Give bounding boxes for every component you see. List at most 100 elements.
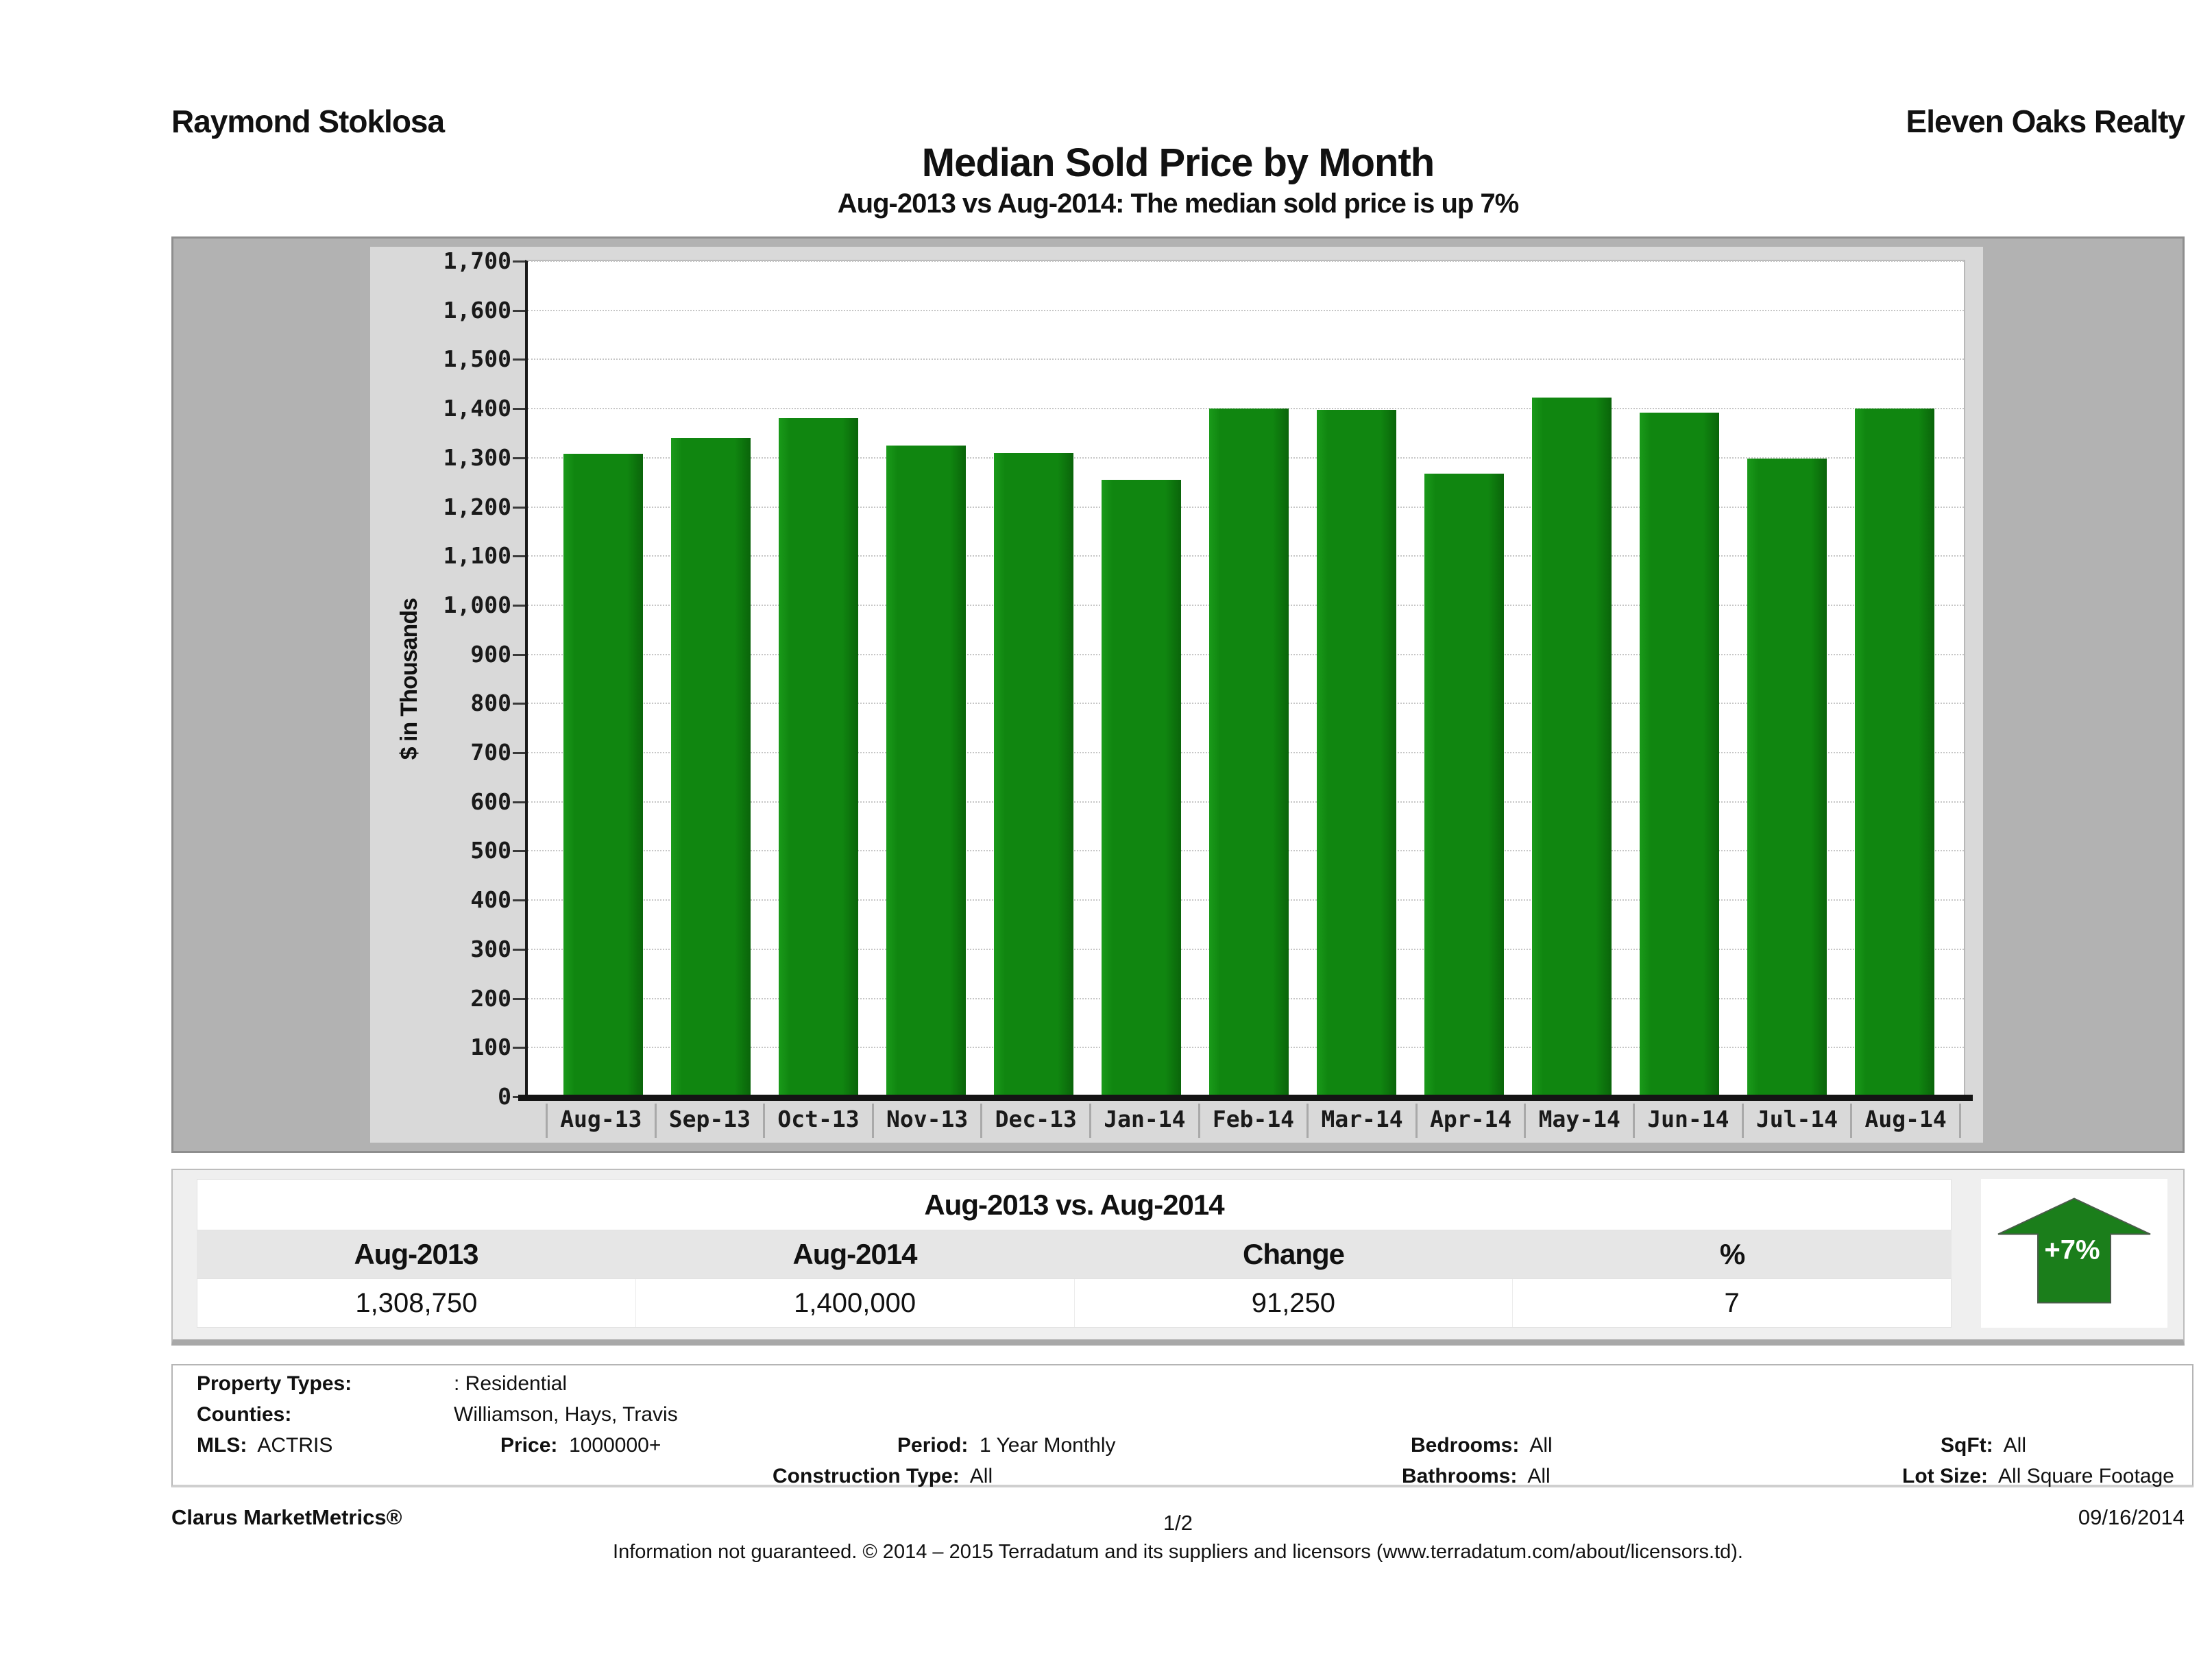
- x-axis-label: May-14: [1524, 1104, 1633, 1138]
- summary-header-row: Aug-2013 Aug-2014 Change %: [197, 1230, 1952, 1278]
- bar-apr-14: [1424, 474, 1504, 1097]
- x-axis-label: Sep-13: [654, 1104, 764, 1138]
- x-axis-label: Jun-14: [1633, 1104, 1742, 1138]
- y-tick-mark: [513, 948, 525, 951]
- filter-price: Price: 1000000+: [500, 1434, 661, 1457]
- x-axis-label: Mar-14: [1306, 1104, 1415, 1138]
- summary-value: 1,308,750: [197, 1279, 636, 1327]
- y-tick-mark: [513, 997, 525, 1000]
- bar-nov-13: [886, 446, 966, 1097]
- footer-brand: Clarus MarketMetrics®: [171, 1505, 402, 1529]
- bars-row: [528, 261, 1964, 1097]
- filter-bathrooms: Bathrooms: All: [1402, 1465, 1551, 1487]
- bar-oct-13: [779, 418, 858, 1097]
- y-tick-label: 400: [470, 886, 511, 914]
- y-tick-label: 1,500: [443, 345, 511, 373]
- page-subtitle: Aug-2013 vs Aug-2014: The median sold pr…: [837, 188, 1520, 219]
- filter-property-types-value: : Residential: [454, 1372, 568, 1395]
- filter-bedrooms: Bedrooms: All: [1411, 1434, 1553, 1457]
- y-tick-label: 1,100: [443, 542, 511, 570]
- gridline: [528, 260, 1964, 262]
- y-tick-mark: [513, 653, 525, 656]
- y-tick-mark: [513, 899, 525, 902]
- x-axis-label: Aug-13: [546, 1104, 655, 1138]
- filters-box: Property Types: : Residential Counties: …: [171, 1364, 2193, 1487]
- y-tick-label: 0: [498, 1083, 511, 1110]
- x-axis-baseline: [518, 1095, 1973, 1101]
- summary-col-header: Aug-2014: [792, 1238, 917, 1270]
- y-tick-label: 900: [470, 640, 511, 668]
- footer-page-number: 1/2: [1163, 1511, 1193, 1535]
- y-tick-mark: [513, 850, 525, 853]
- summary-value-row: 1,308,750 1,400,000 91,250 7: [197, 1278, 1952, 1328]
- trend-badge: +7%: [1981, 1179, 2167, 1328]
- x-axis-label: Oct-13: [763, 1104, 872, 1138]
- bar-aug-13: [563, 454, 643, 1097]
- y-tick-label: 1,400: [443, 395, 511, 422]
- y-tick-label: 800: [470, 690, 511, 717]
- company-name: Eleven Oaks Realty: [1906, 104, 2185, 139]
- y-axis-labels: 0 100 200 300 400 500 600 700 800 900 1,000 1,100 1,…: [356, 247, 515, 1110]
- y-tick-mark: [513, 408, 525, 411]
- y-axis-title: $ in Thousands: [396, 598, 422, 760]
- filter-construction: Construction Type: All: [773, 1465, 993, 1487]
- y-tick-label: 600: [470, 788, 511, 815]
- bar-dec-13: [994, 453, 1073, 1097]
- y-tick-label: 100: [470, 1034, 511, 1061]
- bar-may-14: [1532, 398, 1612, 1097]
- x-axis-label: Dec-13: [980, 1104, 1089, 1138]
- y-tick-mark: [513, 752, 525, 755]
- y-tick-label: 1,700: [443, 247, 511, 274]
- filter-mls: MLS: ACTRIS: [197, 1434, 333, 1457]
- y-tick-mark: [513, 260, 525, 263]
- filter-counties: Counties:: [197, 1403, 292, 1426]
- summary-col-header: Aug-2013: [354, 1238, 478, 1270]
- summary-col-header: Change: [1242, 1238, 1345, 1270]
- summary-value: 91,250: [1075, 1279, 1514, 1327]
- y-tick-mark: [513, 1047, 525, 1049]
- x-axis-label: Jul-14: [1741, 1104, 1851, 1138]
- x-axis-labels: Aug-13 Sep-13 Oct-13 Nov-13 Dec-13 Jan-14 Feb-…: [546, 1104, 1961, 1138]
- summary-col-header: %: [1719, 1238, 1745, 1270]
- bar-jul-14: [1747, 459, 1827, 1097]
- y-tick-label: 1,300: [443, 443, 511, 471]
- filter-lot-size: Lot Size: All Square Footage: [1902, 1465, 2174, 1487]
- y-tick-label: 500: [470, 837, 511, 864]
- summary-value: 1,400,000: [636, 1279, 1075, 1327]
- agent-name: Raymond Stoklosa: [171, 104, 445, 139]
- x-axis-label: Aug-14: [1850, 1104, 1961, 1138]
- y-tick-mark: [513, 801, 525, 803]
- filter-sqft: SqFt: All: [1941, 1434, 2026, 1457]
- summary-section: Aug-2013 vs. Aug-2014 Aug-2013 Aug-2014 …: [171, 1169, 2185, 1346]
- y-tick-mark: [513, 555, 525, 558]
- page-title: Median Sold Price by Month: [921, 141, 1435, 185]
- gridline: [528, 309, 1964, 311]
- filter-counties-value: Williamson, Hays, Travis: [454, 1403, 678, 1426]
- y-tick-label: 1,000: [443, 591, 511, 618]
- y-tick-mark: [513, 358, 525, 361]
- y-tick-label: 1,200: [443, 493, 511, 520]
- y-tick-label: 1,600: [443, 296, 511, 324]
- summary-value: 7: [1724, 1287, 1740, 1318]
- bar-feb-14: [1209, 409, 1289, 1097]
- summary-title: Aug-2013 vs. Aug-2014: [197, 1179, 1952, 1230]
- filter-period: Period: 1 Year Monthly: [897, 1434, 1116, 1457]
- footer-disclaimer: Information not guaranteed. © 2014 – 201…: [613, 1541, 1743, 1563]
- y-tick-mark: [513, 457, 525, 459]
- x-axis-label: Nov-13: [871, 1104, 981, 1138]
- y-tick-mark: [513, 604, 525, 607]
- bar-aug-14: [1855, 409, 1934, 1097]
- x-axis-label: Feb-14: [1198, 1104, 1307, 1138]
- up-arrow-icon: +7%: [1997, 1197, 2151, 1304]
- x-axis-label: Apr-14: [1415, 1104, 1524, 1138]
- y-tick-mark: [513, 309, 525, 312]
- y-tick-label: 300: [470, 935, 511, 962]
- y-tick-mark: [513, 703, 525, 705]
- gridline: [528, 358, 1964, 361]
- bar-jan-14: [1102, 480, 1181, 1097]
- bar-mar-14: [1317, 410, 1396, 1097]
- x-axis-label: Jan-14: [1089, 1104, 1198, 1138]
- y-tick-mark: [513, 506, 525, 509]
- filter-property-types: Property Types:: [197, 1372, 352, 1395]
